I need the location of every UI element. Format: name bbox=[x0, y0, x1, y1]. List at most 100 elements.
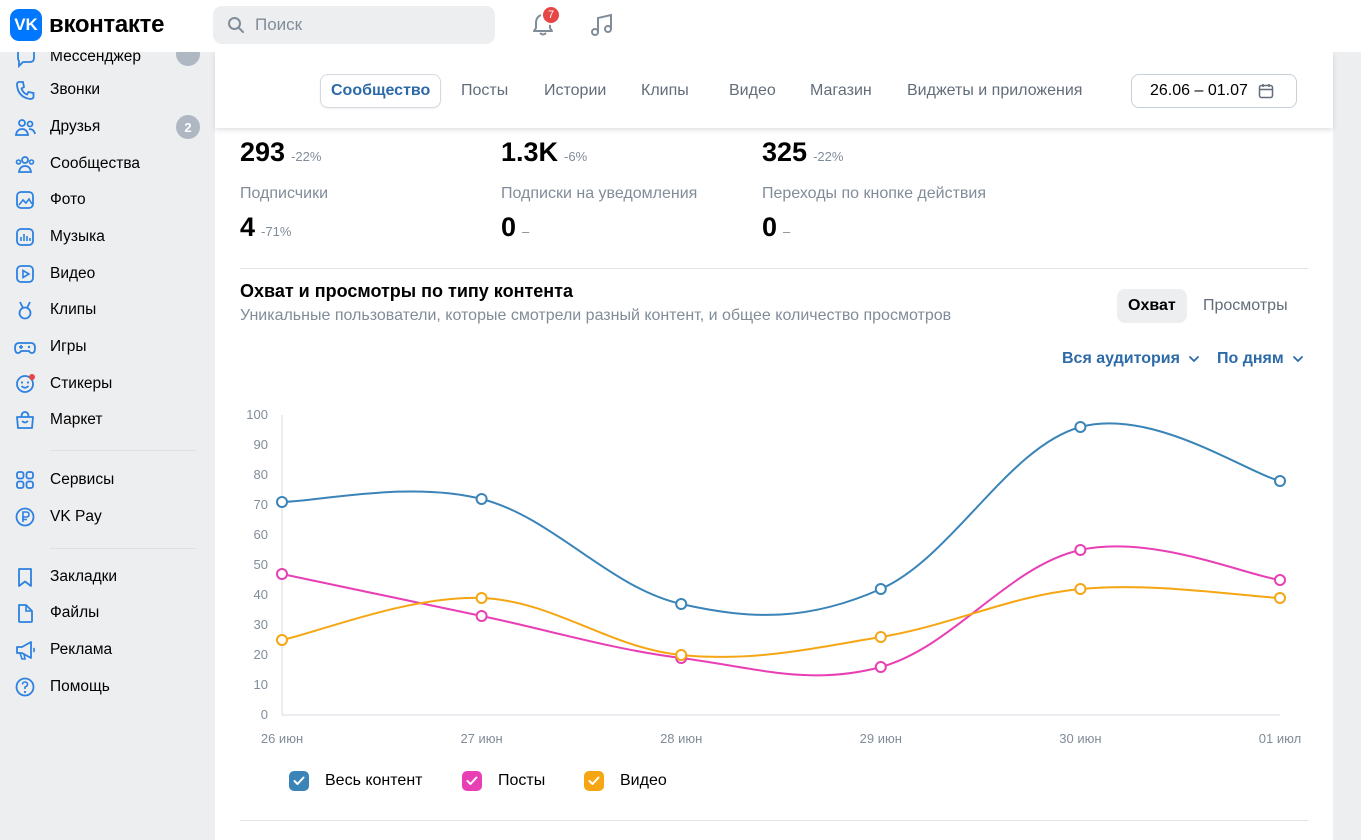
tab-2[interactable]: Истории bbox=[544, 82, 607, 99]
sidebar-item-8[interactable]: Игры bbox=[14, 332, 200, 362]
sidebar-item-2[interactable]: Друзья 2 bbox=[14, 112, 200, 142]
photo-icon bbox=[14, 189, 36, 211]
help-icon bbox=[14, 676, 36, 698]
phone-icon bbox=[14, 79, 36, 101]
legend-item-2[interactable]: Видео bbox=[584, 771, 667, 791]
sidebar-item-label: Звонки bbox=[50, 81, 101, 98]
sidebar-item-16[interactable]: Помощь bbox=[14, 672, 200, 702]
sidebar-item-label: Сервисы bbox=[50, 471, 115, 488]
y-tick-label: 10 bbox=[254, 677, 268, 692]
y-tick-label: 80 bbox=[254, 467, 268, 482]
y-tick-label: 100 bbox=[246, 407, 268, 422]
y-tick-label: 0 bbox=[261, 707, 268, 722]
ads-icon bbox=[14, 639, 36, 661]
sidebar-item-11[interactable]: Сервисы bbox=[14, 465, 200, 495]
stat-value: 1.3K -6% bbox=[501, 137, 588, 167]
top-header: VK вконтакте 7 bbox=[0, 0, 1361, 52]
data-point bbox=[874, 661, 887, 673]
notifications-badge: 7 bbox=[541, 5, 561, 25]
music-icon[interactable] bbox=[588, 11, 616, 39]
sidebar-item-5[interactable]: Музыка bbox=[14, 222, 200, 252]
y-tick-label: 70 bbox=[254, 497, 268, 512]
sidebar-item-12[interactable]: VK Pay bbox=[14, 502, 200, 532]
period-dropdown[interactable]: По дням bbox=[1217, 350, 1304, 368]
checkbox-icon[interactable] bbox=[462, 771, 482, 791]
sidebar-item-13[interactable]: Закладки bbox=[14, 562, 200, 592]
stat-value-action-clicks: 0– bbox=[762, 212, 791, 242]
data-point bbox=[1274, 592, 1286, 604]
section-title: Охват и просмотры по типу контента bbox=[240, 281, 573, 301]
legend-label: Посты bbox=[498, 772, 546, 789]
sidebar-item-label: Реклама bbox=[50, 641, 113, 658]
data-point bbox=[1074, 583, 1087, 595]
sidebar-item-1[interactable]: Звонки bbox=[14, 75, 200, 105]
sidebar-item-label: Видео bbox=[50, 265, 96, 282]
search-icon bbox=[228, 17, 244, 33]
sidebar-item-label: Музыка bbox=[50, 228, 105, 245]
stickers-icon bbox=[14, 373, 36, 395]
music-icon bbox=[14, 226, 36, 248]
sidebar-item-label: Маркет bbox=[50, 411, 103, 428]
vk-logo-icon: VK bbox=[10, 9, 42, 41]
vk-logo[interactable]: VK вконтакте bbox=[10, 9, 164, 41]
bookmark-icon bbox=[14, 566, 36, 588]
legend-item-0[interactable]: Весь контент bbox=[289, 771, 422, 791]
sidebar-item-10[interactable]: Маркет bbox=[14, 405, 200, 435]
sidebar-divider bbox=[50, 548, 196, 549]
divider bbox=[240, 820, 1308, 821]
sidebar-item-9[interactable]: Стикеры bbox=[14, 369, 200, 399]
tab-4[interactable]: Видео bbox=[729, 82, 776, 99]
data-point bbox=[1074, 544, 1087, 556]
sidebar-item-3[interactable]: Сообщества bbox=[14, 149, 200, 179]
toggle-views[interactable]: Просмотры bbox=[1203, 297, 1288, 314]
tab-1[interactable]: Посты bbox=[461, 82, 509, 99]
search-box[interactable] bbox=[213, 6, 495, 44]
data-point bbox=[475, 592, 488, 604]
tab-3[interactable]: Клипы bbox=[641, 82, 689, 99]
chevron-down-icon bbox=[1189, 356, 1199, 363]
x-tick-label: 30 июн bbox=[1059, 731, 1101, 746]
data-point bbox=[675, 649, 688, 661]
x-tick-label: 27 июн bbox=[460, 731, 502, 746]
stat-value: 325 -22% bbox=[762, 137, 844, 167]
tab-0[interactable]: Сообщество bbox=[320, 74, 442, 108]
audience-dropdown[interactable]: Вся аудитория bbox=[1062, 350, 1200, 368]
checkbox-icon[interactable] bbox=[584, 771, 604, 791]
date-range-button[interactable]: 26.06 – 01.07 bbox=[1131, 74, 1297, 108]
stat-label-notifications: Подписки на уведомления bbox=[501, 185, 698, 202]
data-point bbox=[1074, 421, 1087, 433]
y-tick-label: 60 bbox=[254, 527, 268, 542]
legend-label: Видео bbox=[620, 772, 667, 789]
sidebar-item-15[interactable]: Реклама bbox=[14, 635, 200, 665]
legend-item-1[interactable]: Посты bbox=[462, 771, 545, 791]
sidebar-item-4[interactable]: Фото bbox=[14, 185, 200, 215]
market-icon bbox=[14, 409, 36, 431]
sidebar-item-label: VK Pay bbox=[50, 508, 102, 525]
data-point bbox=[1274, 475, 1286, 487]
search-input[interactable] bbox=[255, 15, 455, 35]
calendar-icon bbox=[1258, 84, 1274, 99]
communities-icon bbox=[14, 153, 36, 175]
stat-label-action-clicks: Переходы по кнопке действия bbox=[762, 185, 987, 202]
checkbox-icon[interactable] bbox=[289, 771, 309, 791]
tab-5[interactable]: Магазин bbox=[810, 82, 872, 99]
stat-value-subscribers: 4 -71% bbox=[240, 212, 292, 242]
data-point bbox=[675, 598, 688, 610]
series-line-0 bbox=[281, 422, 1281, 616]
tab-6[interactable]: Виджеты и приложения bbox=[907, 82, 1083, 99]
toggle-reach[interactable]: Охват bbox=[1117, 289, 1187, 323]
y-tick-label: 50 bbox=[254, 557, 268, 572]
sidebar-item-count: 2 bbox=[176, 115, 200, 139]
sidebar-item-6[interactable]: Видео bbox=[14, 259, 200, 289]
x-tick-label: 29 июн bbox=[860, 731, 902, 746]
sidebar-item-label: Помощь bbox=[50, 678, 110, 695]
sidebar-item-label: Друзья bbox=[50, 118, 101, 135]
y-tick-label: 20 bbox=[254, 647, 268, 662]
data-point bbox=[276, 496, 288, 508]
sidebar-item-14[interactable]: Файлы bbox=[14, 598, 200, 628]
vkpay-icon bbox=[14, 506, 36, 528]
sidebar-item-label: Игры bbox=[50, 338, 87, 355]
data-point bbox=[874, 583, 887, 595]
sidebar-item-label: Закладки bbox=[50, 568, 118, 585]
sidebar-item-7[interactable]: Клипы bbox=[14, 295, 200, 325]
